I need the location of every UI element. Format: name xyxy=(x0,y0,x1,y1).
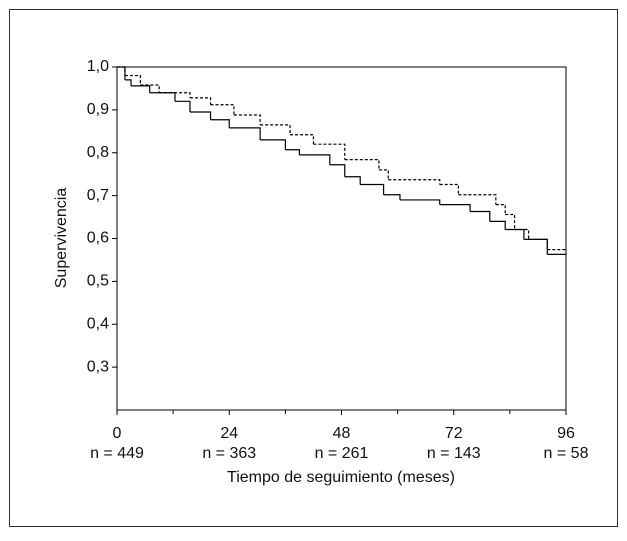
at-risk-label: n = 58 xyxy=(544,445,589,462)
survival-step xyxy=(189,111,212,120)
survival-step xyxy=(344,159,380,170)
survival-step xyxy=(505,228,525,240)
survival-step xyxy=(313,143,346,160)
survival-step xyxy=(124,74,141,86)
survival-step xyxy=(140,84,160,93)
survival-step xyxy=(360,183,385,195)
survival-step xyxy=(189,97,212,105)
at-risk-label: n = 261 xyxy=(315,445,369,462)
survival-step xyxy=(117,66,126,80)
survival-step xyxy=(260,124,291,135)
survival-step xyxy=(388,179,441,185)
survival-step xyxy=(229,127,261,140)
survival-step xyxy=(470,210,491,222)
at-risk-label: n = 363 xyxy=(202,445,256,462)
y-tick-label: 0,7 xyxy=(87,187,109,204)
y-tick-label: 0,6 xyxy=(87,230,109,247)
x-tick-label: 24 xyxy=(220,425,238,442)
survival-step xyxy=(514,228,530,240)
survival-step xyxy=(523,238,548,255)
y-tick-label: 0,8 xyxy=(87,144,109,161)
frame xyxy=(9,9,618,527)
x-tick-label: 72 xyxy=(445,425,463,442)
survival-step xyxy=(528,238,548,250)
survival-step xyxy=(378,169,389,180)
survival-step xyxy=(299,154,331,165)
survival-step xyxy=(439,204,471,212)
survival-step xyxy=(174,100,191,113)
x-axis-label: Tiempo de seguimiento (meses) xyxy=(227,469,455,486)
survival-step xyxy=(458,194,497,205)
survival-step xyxy=(383,194,401,200)
survival-step xyxy=(210,119,230,128)
survival-step xyxy=(210,104,235,116)
survival-step xyxy=(149,92,176,102)
survival-step xyxy=(124,79,132,86)
at-risk-label: n = 143 xyxy=(427,445,481,462)
x-tick-label: 0 xyxy=(113,425,122,442)
y-tick-label: 0,4 xyxy=(87,315,109,332)
survival-step xyxy=(329,164,346,177)
survival-step xyxy=(260,139,286,150)
survival-step xyxy=(439,183,460,195)
x-tick-label: 48 xyxy=(333,425,351,442)
x-tick-label: 96 xyxy=(557,425,575,442)
survival-step xyxy=(131,85,151,93)
y-tick-label: 0,3 xyxy=(87,358,109,375)
survival-step xyxy=(290,134,315,145)
survival-step xyxy=(399,199,441,205)
y-tick-label: 1,0 xyxy=(87,58,109,75)
survival-step xyxy=(159,92,191,98)
survival-step xyxy=(285,149,301,155)
survival-step xyxy=(489,220,506,230)
survival-step xyxy=(505,213,516,230)
survival-step xyxy=(344,176,361,185)
y-axis-label: Supervivencia xyxy=(53,188,70,289)
y-tick-label: 0,9 xyxy=(87,101,109,118)
survival-step xyxy=(233,114,261,125)
survival-step xyxy=(117,66,126,76)
survival-step xyxy=(495,204,506,215)
plot-frame xyxy=(116,66,567,411)
y-tick-label: 0,5 xyxy=(87,273,109,290)
at-risk-label: n = 449 xyxy=(90,445,144,462)
